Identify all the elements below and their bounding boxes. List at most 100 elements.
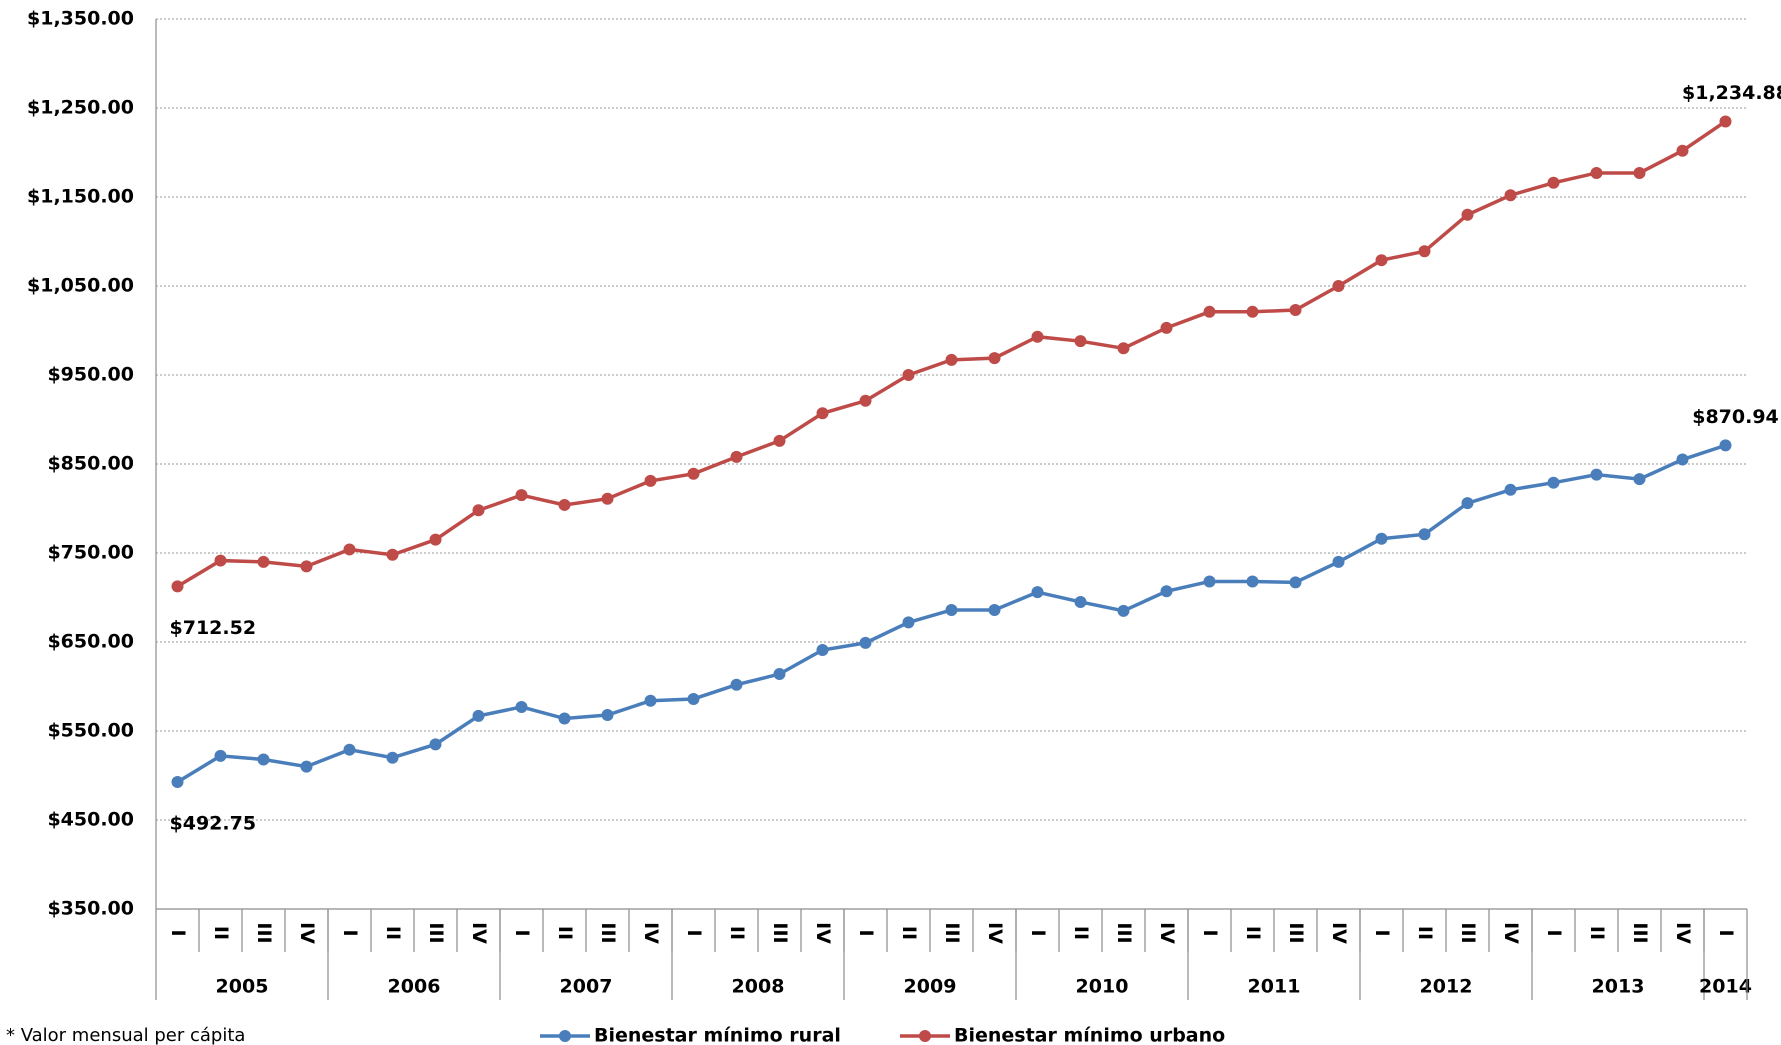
- y-tick-label: $650.00: [47, 631, 134, 653]
- data-point: [816, 644, 829, 657]
- x-tick-label: II: [1586, 926, 1608, 940]
- x-tick-label: I: [1027, 929, 1049, 936]
- year-label: 2005: [216, 976, 269, 998]
- data-point: [1676, 144, 1689, 157]
- data-point: [1332, 555, 1345, 568]
- data-point: [257, 753, 270, 766]
- data-point: [859, 394, 872, 407]
- x-tick-label: I: [167, 929, 189, 936]
- x-tick-label: I: [683, 929, 705, 936]
- x-tick-label: IV: [984, 922, 1006, 944]
- data-point: [1160, 321, 1173, 334]
- year-label: 2014: [1699, 976, 1752, 998]
- data-point: [214, 749, 227, 762]
- data-point: [558, 498, 571, 511]
- x-tick-label: IV: [296, 922, 318, 944]
- year-label: 2011: [1248, 976, 1301, 998]
- x-tick-label: I: [1543, 929, 1565, 936]
- data-point: [1504, 189, 1517, 202]
- x-tick-label: II: [1414, 926, 1436, 940]
- x-tick-label: IV: [1500, 922, 1522, 944]
- data-point: [945, 603, 958, 616]
- data-point: [859, 636, 872, 649]
- x-tick-label: III: [425, 922, 447, 943]
- y-tick-label: $750.00: [47, 542, 134, 564]
- x-tick-label: III: [1113, 922, 1135, 943]
- data-point: [988, 603, 1001, 616]
- x-tick-label: II: [898, 926, 920, 940]
- x-tick-label: II: [1242, 926, 1264, 940]
- data-point: [300, 560, 313, 573]
- year-label: 2009: [904, 976, 957, 998]
- data-point: [1289, 576, 1302, 589]
- data-point: [1203, 305, 1216, 318]
- legend-marker: [919, 1030, 931, 1042]
- data-point: [644, 694, 657, 707]
- data-point: [171, 775, 184, 788]
- data-label: $712.52: [170, 617, 257, 639]
- data-point: [1246, 575, 1259, 588]
- data-point: [1719, 115, 1732, 128]
- data-point: [773, 434, 786, 447]
- x-tick-label: I: [511, 929, 533, 936]
- data-point: [601, 492, 614, 505]
- data-point: [1719, 439, 1732, 452]
- data-point: [386, 751, 399, 764]
- x-tick-label: IV: [1328, 922, 1350, 944]
- data-point: [515, 700, 528, 713]
- data-point: [1547, 476, 1560, 489]
- data-point: [257, 555, 270, 568]
- data-point: [1117, 342, 1130, 355]
- x-tick-label: II: [1070, 926, 1092, 940]
- x-tick-label: IV: [812, 922, 834, 944]
- x-tick-label: IV: [468, 922, 490, 944]
- data-point: [1289, 304, 1302, 317]
- year-label: 2013: [1592, 976, 1645, 998]
- x-tick-label: II: [554, 926, 576, 940]
- data-point: [1590, 166, 1603, 179]
- data-point: [730, 678, 743, 691]
- data-point: [429, 738, 442, 751]
- data-point: [1375, 532, 1388, 545]
- data-point: [515, 489, 528, 502]
- data-point: [558, 712, 571, 725]
- year-label: 2006: [388, 976, 441, 998]
- data-point: [601, 708, 614, 721]
- x-tick-label: II: [726, 926, 748, 940]
- year-label: 2012: [1420, 976, 1473, 998]
- y-tick-label: $1,150.00: [27, 186, 134, 208]
- x-tick-label: II: [210, 926, 232, 940]
- data-point: [1676, 453, 1689, 466]
- data-point: [1203, 575, 1216, 588]
- x-tick-label: III: [1285, 922, 1307, 943]
- legend-label: Bienestar mínimo rural: [594, 1025, 841, 1045]
- y-tick-label: $1,250.00: [27, 97, 134, 119]
- data-point: [644, 474, 657, 487]
- data-point: [1590, 468, 1603, 481]
- data-point: [1332, 280, 1345, 292]
- data-point: [1117, 604, 1130, 617]
- x-tick-label: I: [339, 929, 361, 936]
- legend-label: Bienestar mínimo urbano: [954, 1025, 1225, 1045]
- data-point: [429, 533, 442, 546]
- legend-marker: [559, 1030, 571, 1042]
- data-point: [687, 692, 700, 705]
- data-point: [1461, 497, 1474, 510]
- data-point: [1461, 208, 1474, 221]
- data-point: [1246, 305, 1259, 318]
- data-point: [343, 743, 356, 756]
- data-point: [343, 543, 356, 556]
- y-tick-label: $550.00: [47, 720, 134, 742]
- data-point: [171, 580, 184, 593]
- y-tick-label: $1,350.00: [27, 8, 134, 30]
- data-point: [902, 369, 915, 381]
- x-tick-label: I: [1199, 929, 1221, 936]
- data-point: [386, 548, 399, 561]
- y-tick-label: $1,050.00: [27, 275, 134, 297]
- x-tick-label: I: [1371, 929, 1393, 936]
- data-point: [472, 709, 485, 722]
- data-point: [988, 352, 1001, 365]
- data-label: $1,234.88: [1682, 82, 1781, 104]
- data-point: [472, 504, 485, 517]
- data-point: [214, 554, 227, 567]
